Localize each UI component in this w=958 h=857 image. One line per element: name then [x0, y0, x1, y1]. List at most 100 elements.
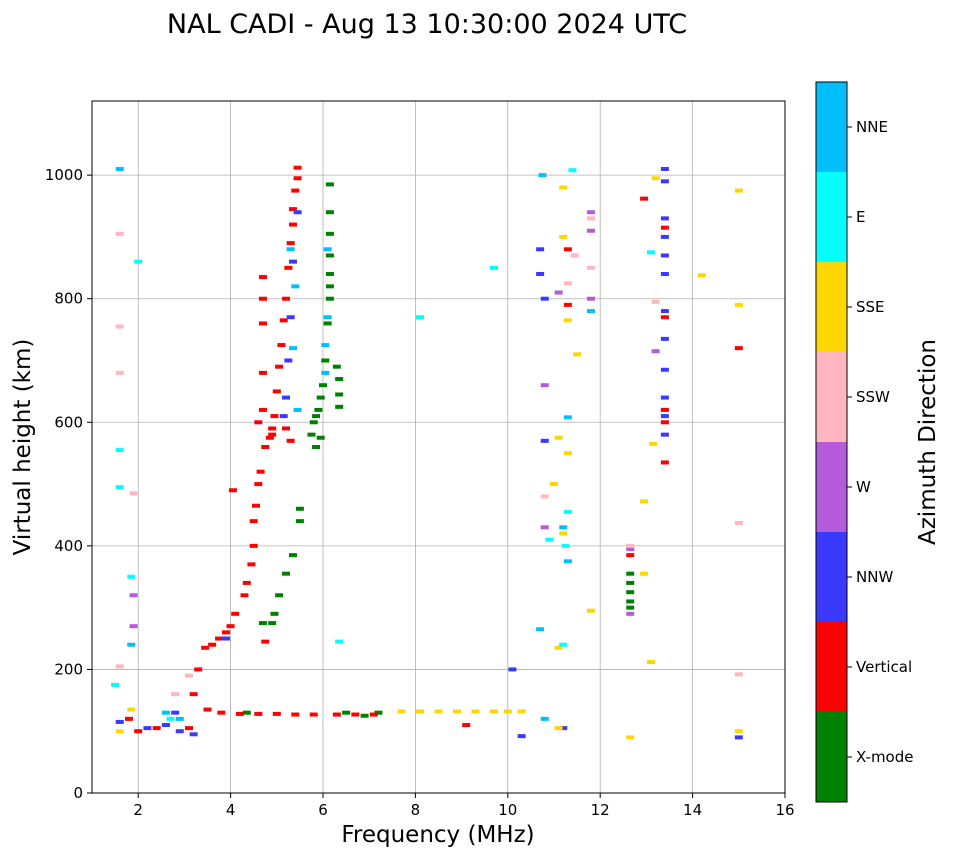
echo-point [115, 370, 124, 375]
echo-point [573, 352, 582, 357]
colorbar-swatch-nne [816, 82, 847, 172]
echo-point [734, 735, 743, 740]
echo-point [540, 716, 549, 721]
echo-point [660, 420, 669, 425]
echo-point [586, 210, 595, 215]
y-tick-label: 0 [73, 784, 83, 802]
x-axis-label: Frequency (MHz) [341, 822, 534, 848]
echo-point [540, 383, 549, 388]
echo-series-w [129, 210, 660, 629]
echo-point [660, 216, 669, 221]
echo-point [540, 296, 549, 301]
x-axis-ticks: 2 4 6 8 10 12 14 16 [133, 793, 795, 819]
echo-point [268, 426, 277, 431]
echo-point [254, 420, 263, 425]
echo-point [282, 571, 291, 576]
echo-series-e [111, 168, 656, 721]
colorbar-swatch-vertical [816, 622, 847, 712]
echo-point [550, 482, 558, 487]
echo-point [115, 166, 124, 171]
echo-point [115, 485, 124, 490]
echo-point [265, 435, 274, 440]
colorbar-swatch-sse [816, 262, 847, 352]
echo-point [171, 692, 180, 697]
echo-point [540, 525, 549, 530]
echo-point [321, 343, 330, 348]
echo-point [660, 309, 669, 314]
colorbar-swatch-e [816, 172, 847, 262]
echo-point [660, 272, 669, 276]
echo-point [536, 627, 545, 632]
y-tick-label: 400 [54, 537, 83, 555]
echo-point [568, 168, 577, 173]
echo-point [660, 315, 669, 320]
echo-point [563, 451, 572, 456]
echo-point [563, 302, 572, 307]
echo-point [649, 441, 658, 446]
echo-point [284, 358, 293, 363]
echo-point [561, 543, 570, 548]
echo-point [249, 519, 258, 524]
echo-point [734, 188, 743, 193]
echo-series-ssw [115, 216, 743, 697]
echo-series-nnw [115, 166, 743, 740]
echo-point [312, 414, 321, 419]
echo-point [282, 395, 291, 400]
echo-point [660, 234, 669, 239]
echo-point [734, 346, 743, 351]
echo-point [189, 692, 198, 697]
echo-point [554, 290, 563, 295]
echo-point [540, 438, 549, 443]
echo-point [323, 315, 332, 320]
echo-point [369, 712, 378, 717]
echo-point [563, 247, 572, 252]
echo-point [660, 460, 669, 465]
colorbar-tick-label: W [856, 478, 871, 496]
chart-title: NAL CADI - Aug 13 10:30:00 2024 UTC [167, 9, 687, 40]
echo-point [279, 414, 288, 419]
echo-point [325, 210, 334, 215]
echo-point [258, 296, 267, 301]
y-tick-label: 200 [54, 660, 83, 678]
echo-point [284, 265, 293, 270]
echo-point [194, 667, 203, 672]
echo-point [540, 494, 549, 499]
echo-point [471, 709, 480, 714]
echo-point [291, 188, 300, 193]
colorbar-tick-label: NNE [856, 118, 888, 136]
echo-point [309, 712, 318, 717]
echo-point [231, 611, 240, 616]
echo-point [249, 543, 258, 548]
colorbar-tick-label: X-mode [856, 748, 913, 766]
echo-point [734, 729, 743, 734]
echo-point [127, 707, 136, 712]
echo-point [536, 272, 545, 276]
x-tick-label: 8 [411, 801, 421, 819]
echo-point [563, 559, 572, 564]
echo-point [734, 672, 743, 677]
echo-point [660, 253, 669, 258]
echo-point [115, 231, 124, 236]
echo-point [660, 414, 669, 419]
echo-point [161, 723, 170, 728]
x-tick-label: 16 [775, 801, 794, 819]
echo-point [586, 296, 595, 301]
echo-point [314, 407, 323, 412]
echo-point [651, 349, 660, 354]
echo-point [626, 553, 635, 558]
echo-point [335, 639, 344, 644]
echo-point [286, 315, 295, 320]
echo-point [660, 336, 669, 341]
echo-point [316, 395, 325, 400]
echo-point [434, 709, 443, 714]
echo-point [342, 710, 351, 715]
echo-point [272, 389, 281, 394]
echo-point [563, 281, 572, 286]
echo-point [261, 639, 270, 644]
echo-point [258, 621, 267, 626]
echo-point [626, 580, 635, 585]
echo-point [332, 712, 341, 717]
echo-point [226, 624, 235, 629]
echo-point [559, 531, 568, 536]
